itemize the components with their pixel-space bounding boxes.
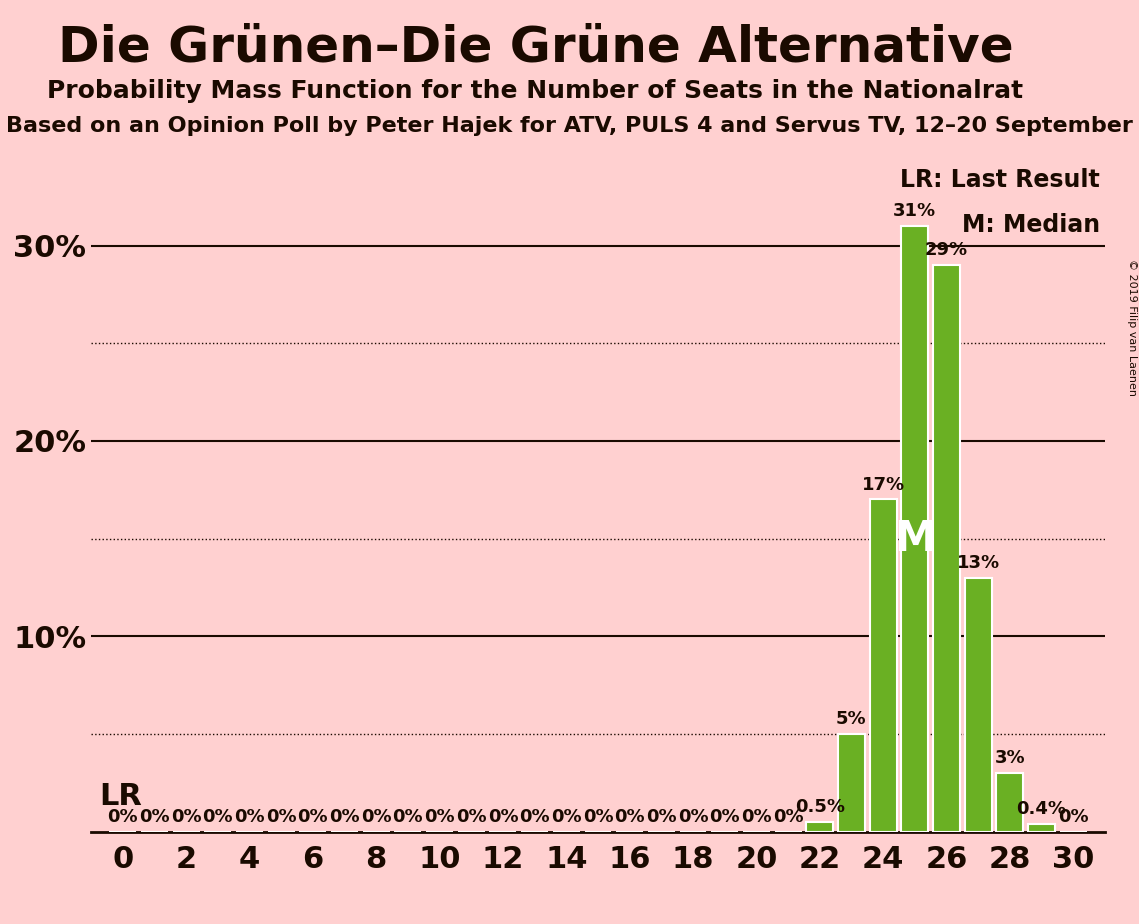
Bar <box>838 734 865 832</box>
Text: © 2019 Filip van Laenen: © 2019 Filip van Laenen <box>1126 259 1137 395</box>
Text: 0%: 0% <box>646 808 677 826</box>
Text: 0%: 0% <box>710 808 740 826</box>
Bar <box>1029 824 1055 832</box>
Text: 0%: 0% <box>487 808 518 826</box>
Text: Die Grünen–Die Grüne Alternative: Die Grünen–Die Grüne Alternative <box>57 23 1014 71</box>
Text: Probability Mass Function for the Number of Seats in the Nationalrat: Probability Mass Function for the Number… <box>47 79 1024 103</box>
Bar <box>933 265 960 832</box>
Bar <box>901 226 928 832</box>
Text: 0%: 0% <box>235 808 265 826</box>
Text: 0%: 0% <box>329 808 360 826</box>
Text: 0%: 0% <box>265 808 296 826</box>
Text: 0.5%: 0.5% <box>795 798 845 816</box>
Text: 0%: 0% <box>393 808 424 826</box>
Text: 0%: 0% <box>171 808 202 826</box>
Text: M: M <box>894 517 935 560</box>
Text: 0%: 0% <box>583 808 613 826</box>
Text: Based on an Opinion Poll by Peter Hajek for ATV, PULS 4 and Servus TV, 12–20 Sep: Based on an Opinion Poll by Peter Hajek … <box>6 116 1139 136</box>
Text: 0%: 0% <box>519 808 550 826</box>
Text: 0%: 0% <box>203 808 233 826</box>
Text: 0%: 0% <box>107 808 138 826</box>
Text: 31%: 31% <box>893 202 936 220</box>
Bar <box>806 821 834 832</box>
Bar <box>997 773 1023 832</box>
Bar <box>965 578 992 832</box>
Text: 0%: 0% <box>772 808 803 826</box>
Text: 0%: 0% <box>139 808 170 826</box>
Text: LR: Last Result: LR: Last Result <box>900 168 1100 192</box>
Text: 0.4%: 0.4% <box>1016 800 1066 818</box>
Text: 0%: 0% <box>297 808 328 826</box>
Text: 0%: 0% <box>741 808 772 826</box>
Text: 29%: 29% <box>925 241 968 260</box>
Text: 0%: 0% <box>456 808 486 826</box>
Text: 17%: 17% <box>861 476 904 493</box>
Text: 0%: 0% <box>424 808 454 826</box>
Text: 0%: 0% <box>1058 808 1089 826</box>
Text: 3%: 3% <box>994 749 1025 767</box>
Text: 13%: 13% <box>957 553 1000 572</box>
Text: 5%: 5% <box>836 710 867 728</box>
Text: LR: LR <box>99 782 142 811</box>
Text: 0%: 0% <box>614 808 645 826</box>
Bar <box>869 500 896 832</box>
Text: 0%: 0% <box>551 808 582 826</box>
Text: M: Median: M: Median <box>961 213 1100 237</box>
Text: 0%: 0% <box>678 808 708 826</box>
Text: 0%: 0% <box>361 808 392 826</box>
